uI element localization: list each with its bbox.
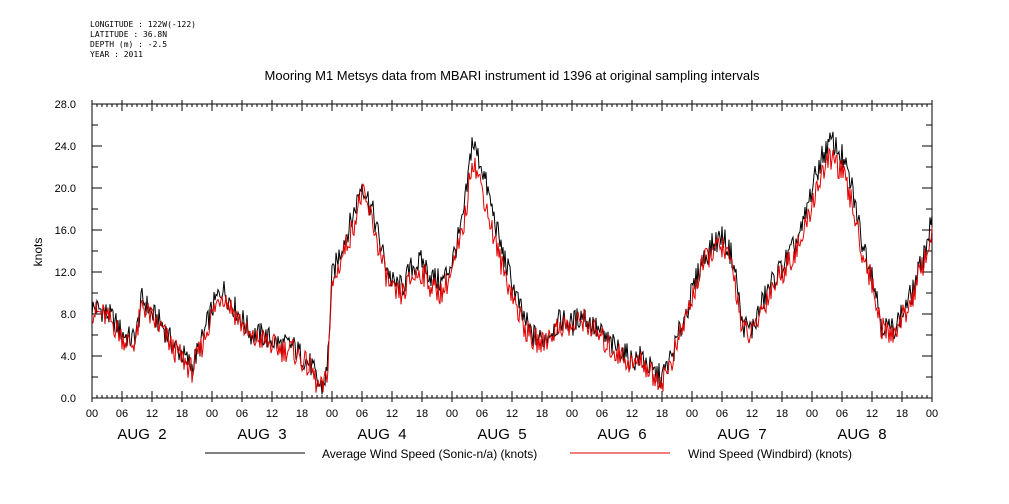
- x-tick-label: 18: [656, 408, 668, 420]
- x-tick-label: 00: [86, 408, 98, 420]
- x-tick-label: 00: [446, 408, 458, 420]
- depth-label: DEPTH (m) : -2.5: [90, 40, 168, 49]
- longitude-label: LONGITUDE : 122W(-122): [90, 20, 196, 29]
- y-tick-label: 28.0: [55, 99, 76, 111]
- day-label: AUG 6: [597, 426, 646, 443]
- day-label: AUG 4: [357, 426, 406, 443]
- latitude-label: LATITUDE : 36.8N: [90, 30, 168, 39]
- legend-entry: Average Wind Speed (Sonic-n/a) (knots): [322, 447, 537, 461]
- day-label: AUG 5: [477, 426, 526, 443]
- x-tick-label: 00: [926, 408, 938, 420]
- x-tick-label: 18: [536, 408, 548, 420]
- plot-axes: 0.0 4.0 8.0 12.0 16.0 20.0 24.0 28.0 00 06 12 18 00 0…: [55, 99, 939, 443]
- day-label: AUG 3: [237, 426, 286, 443]
- x-tick-label: 06: [236, 408, 248, 420]
- x-tick-label: 12: [386, 408, 398, 420]
- x-tick-label: 00: [326, 408, 338, 420]
- year-label: YEAR : 2011: [90, 50, 143, 59]
- x-tick-label: 06: [476, 408, 488, 420]
- x-tick-label: 00: [806, 408, 818, 420]
- x-tick-label: 12: [146, 408, 158, 420]
- day-label: AUG 7: [717, 426, 766, 443]
- x-tick-label: 00: [566, 408, 578, 420]
- x-tick-label: 06: [116, 408, 128, 420]
- y-tick-label: 12.0: [55, 267, 76, 279]
- x-tick-label: 06: [716, 408, 728, 420]
- x-tick-label: 12: [266, 408, 278, 420]
- chart-title: Mooring M1 Metsys data from MBARI instru…: [265, 68, 760, 83]
- series-line-2: [91, 147, 933, 393]
- x-tick-label: 12: [506, 408, 518, 420]
- y-tick-label: 20.0: [55, 183, 76, 195]
- series-line-1: [91, 131, 933, 395]
- x-tick-label: 12: [746, 408, 758, 420]
- x-tick-label: 18: [176, 408, 188, 420]
- x-tick-label: 06: [356, 408, 368, 420]
- y-tick-label: 4.0: [61, 351, 76, 363]
- y-tick-label: 24.0: [55, 141, 76, 153]
- x-tick-label: 12: [626, 408, 638, 420]
- x-tick-label: 06: [836, 408, 848, 420]
- x-tick-label: 18: [296, 408, 308, 420]
- day-label: AUG 2: [117, 426, 166, 443]
- x-tick-label: 18: [776, 408, 788, 420]
- x-tick-label: 00: [206, 408, 218, 420]
- y-axis-label: knots: [31, 238, 45, 267]
- y-tick-label: 16.0: [55, 225, 76, 237]
- day-label: AUG 8: [837, 426, 886, 443]
- y-tick-label: 0.0: [61, 393, 76, 405]
- y-tick-label: 8.0: [61, 309, 76, 321]
- x-tick-label: 12: [866, 408, 878, 420]
- x-tick-label: 18: [896, 408, 908, 420]
- x-tick-label: 00: [686, 408, 698, 420]
- x-tick-label: 18: [416, 408, 428, 420]
- plot-series: [91, 131, 933, 395]
- x-tick-label: 06: [596, 408, 608, 420]
- mooring-metadata: LONGITUDE : 122W(-122) LATITUDE : 36.8N …: [90, 20, 196, 60]
- plot-frame: [91, 103, 933, 399]
- chart-legend: Average Wind Speed (Sonic-n/a) (knots) Wi…: [205, 447, 852, 461]
- legend-entry: Wind Speed (Windbird) (knots): [688, 447, 852, 461]
